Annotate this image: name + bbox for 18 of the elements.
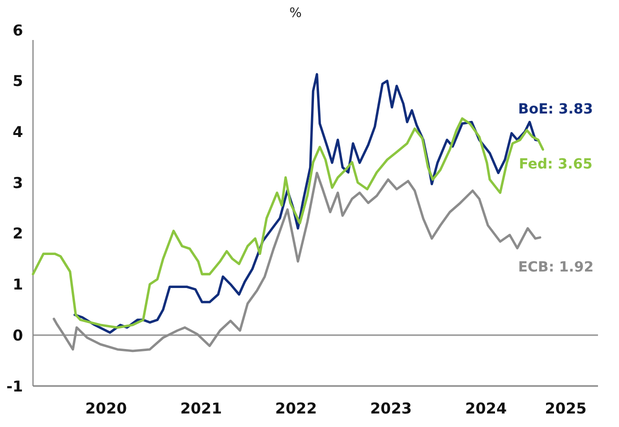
y-tick-label: 3 [12,174,23,192]
series-label: Fed: 3.65 [518,156,592,173]
y-tick-label: 6 [12,21,23,40]
chart-title: % [289,6,302,21]
y-tick-label: 1 [12,276,23,294]
y-tick-label: 5 [12,72,23,90]
series-label: BoE: 3.83 [518,101,594,118]
y-tick-label: 0 [12,326,23,344]
x-tick-label: 2025 [544,399,587,418]
y-tick-label: 2 [12,224,23,243]
y-tick-label: -1 [6,377,23,396]
x-tick-label: 2023 [370,399,412,418]
x-tick-label: 2022 [275,399,317,418]
series-label: ECB: 1.92 [518,259,594,276]
x-tick-label: 2021 [180,399,222,418]
x-tick-label: 2020 [85,399,127,418]
x-tick-label: 2024 [465,399,507,418]
y-tick-label: 4 [12,122,23,141]
